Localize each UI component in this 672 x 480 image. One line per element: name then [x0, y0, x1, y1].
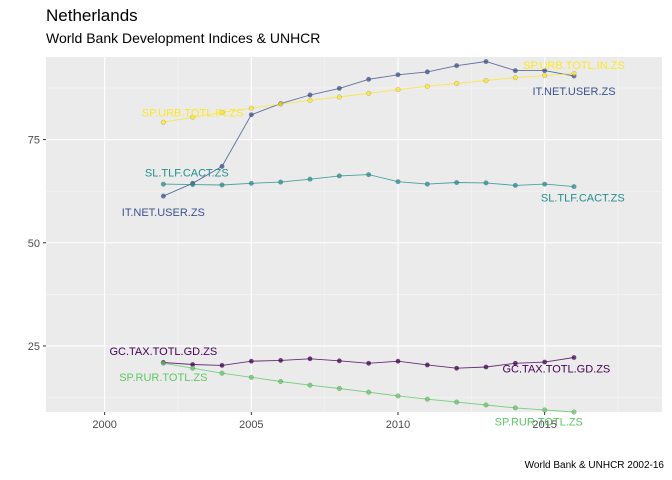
- series-label: SP.URB.TOTL.IN.ZS: [142, 108, 244, 120]
- data-point: [160, 193, 166, 199]
- data-point: [160, 181, 166, 187]
- data-point: [454, 365, 460, 371]
- data-point: [454, 179, 460, 185]
- data-point: [190, 182, 196, 188]
- data-point: [512, 360, 518, 366]
- series-label: SP.RUR.TOTL.ZS: [495, 416, 583, 428]
- data-point: [278, 179, 284, 185]
- data-point: [483, 59, 489, 65]
- data-point: [307, 382, 313, 388]
- data-point: [336, 173, 342, 179]
- data-point: [395, 87, 401, 93]
- data-point: [278, 101, 284, 107]
- data-point: [190, 114, 196, 120]
- data-point: [424, 69, 430, 75]
- data-point: [512, 182, 518, 188]
- x-axis: 2000 2005 2010 2015: [92, 412, 557, 431]
- data-point: [395, 72, 401, 78]
- series-points: [160, 59, 577, 415]
- data-point: [248, 374, 254, 380]
- series-label: GC.TAX.TOTL.GD.ZS: [503, 364, 611, 376]
- y-axis: 25 50 75: [28, 135, 46, 353]
- data-point: [512, 405, 518, 411]
- data-point: [542, 73, 548, 79]
- x-tick-label: 2010: [386, 419, 410, 431]
- series-label: GC.TAX.TOTL.GD.ZS: [109, 346, 217, 358]
- data-point: [248, 105, 254, 111]
- data-point: [336, 385, 342, 391]
- data-point: [336, 85, 342, 91]
- data-point: [424, 362, 430, 368]
- data-point: [483, 402, 489, 408]
- x-tick-label: 2005: [239, 419, 263, 431]
- data-point: [571, 71, 577, 77]
- data-point: [395, 393, 401, 399]
- data-point: [160, 119, 166, 125]
- data-point: [571, 184, 577, 190]
- data-point: [219, 362, 225, 368]
- data-point: [424, 181, 430, 187]
- data-point: [248, 180, 254, 186]
- data-point: [219, 109, 225, 115]
- chart-title: Netherlands: [46, 6, 138, 25]
- data-point: [366, 76, 372, 82]
- data-point: [366, 360, 372, 366]
- y-tick-label: 50: [28, 238, 40, 250]
- data-point: [366, 389, 372, 395]
- data-point: [424, 83, 430, 89]
- data-point: [366, 172, 372, 178]
- series-label: SL.TLF.CACT.ZS: [541, 192, 625, 204]
- data-point: [307, 92, 313, 98]
- data-point: [366, 90, 372, 96]
- data-point: [248, 112, 254, 118]
- data-point: [248, 358, 254, 364]
- data-point: [454, 80, 460, 86]
- data-point: [542, 359, 548, 365]
- x-tick-label: 2015: [532, 419, 556, 431]
- data-point: [454, 399, 460, 405]
- data-point: [512, 75, 518, 81]
- grid-minor: [46, 57, 662, 412]
- data-point: [512, 68, 518, 74]
- data-point: [307, 356, 313, 362]
- data-point: [219, 163, 225, 169]
- data-point: [219, 182, 225, 188]
- data-point: [278, 378, 284, 384]
- data-point: [542, 68, 548, 74]
- data-point: [307, 97, 313, 103]
- data-point: [424, 396, 430, 402]
- data-point: [483, 364, 489, 370]
- data-point: [542, 181, 548, 187]
- series-label: SL.TLF.CACT.ZS: [145, 168, 229, 180]
- series-label: IT.NET.USER.ZS: [532, 86, 615, 98]
- chart-subtitle: World Bank Development Indices & UNHCR: [46, 30, 321, 46]
- y-tick-label: 75: [28, 135, 40, 147]
- series-label: IT.NET.USER.ZS: [122, 207, 205, 219]
- data-point: [395, 179, 401, 185]
- data-point: [336, 358, 342, 364]
- plot-panel: [46, 57, 662, 412]
- data-point: [190, 365, 196, 371]
- data-point: [542, 407, 548, 413]
- data-point: [395, 358, 401, 364]
- data-point: [160, 360, 166, 366]
- series-labels: IT.NET.USER.ZS IT.NET.USER.ZS SP.URB.TOTL.…: [109, 60, 624, 429]
- y-tick-label: 25: [28, 341, 40, 353]
- series-label: SP.URB.TOTL.IN.ZS: [523, 60, 625, 72]
- data-point: [571, 409, 577, 415]
- data-point: [483, 180, 489, 186]
- data-point: [278, 357, 284, 363]
- data-point: [219, 370, 225, 376]
- data-point: [571, 355, 577, 361]
- data-point: [307, 176, 313, 182]
- series-label: SP.RUR.TOTL.ZS: [119, 372, 207, 384]
- chart-caption: World Bank & UNHCR 2002-16: [524, 460, 664, 471]
- data-point: [454, 63, 460, 69]
- data-point: [336, 94, 342, 100]
- data-point: [483, 78, 489, 84]
- x-tick-label: 2000: [92, 419, 116, 431]
